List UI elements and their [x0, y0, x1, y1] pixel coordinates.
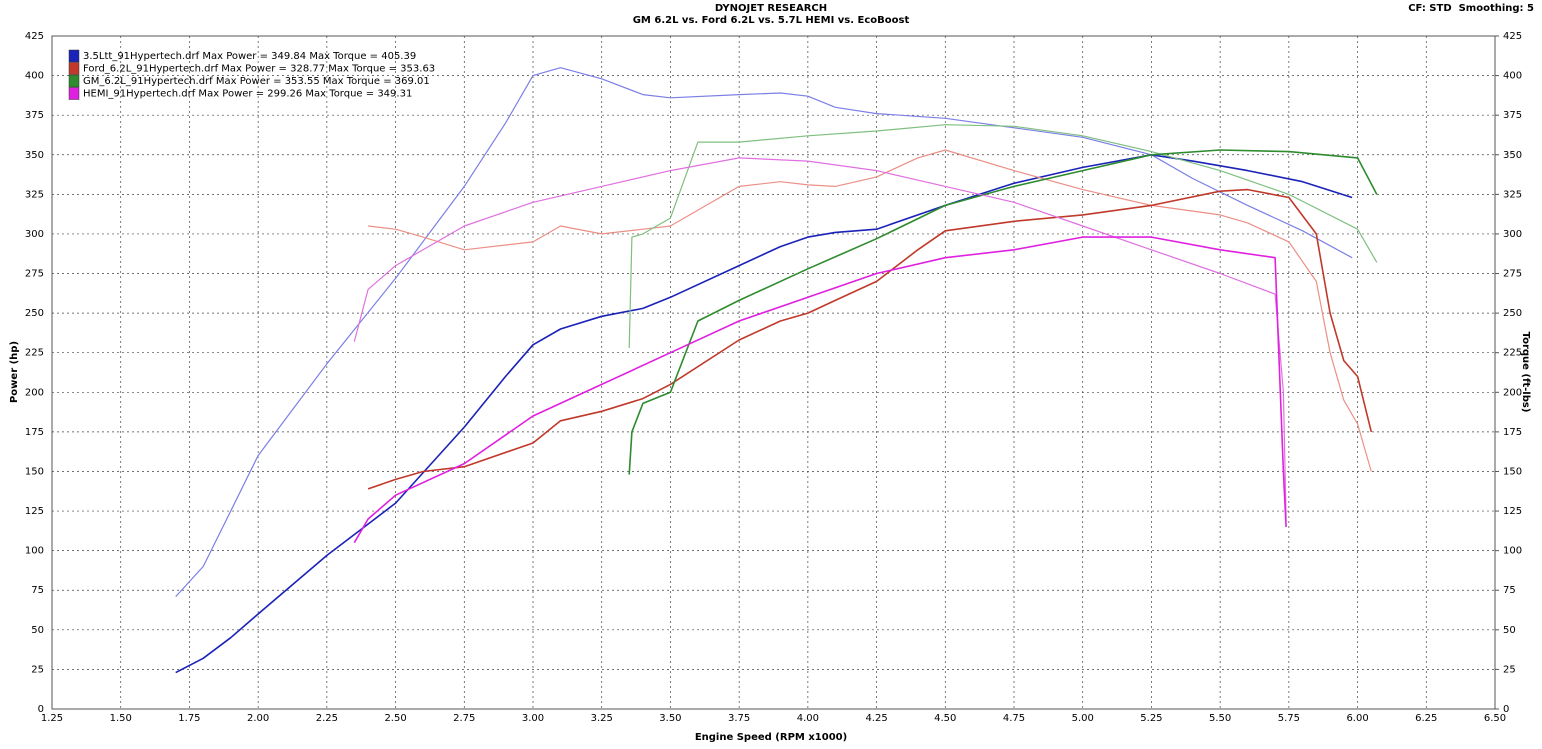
- legend-label: HEMI_91Hypertech.drf Max Power = 299.26 …: [83, 89, 412, 100]
- legend-label: 3.5Ltt_91Hypertech.drf Max Power = 349.8…: [83, 51, 416, 62]
- x-tick-label: 4.75: [1003, 713, 1025, 724]
- settings-text: CF: STD Smoothing: 5: [1408, 3, 1534, 14]
- y2-tick-label: 150: [1503, 466, 1522, 477]
- y-tick-label: 125: [25, 506, 44, 517]
- x-tick-label: 3.75: [728, 713, 750, 724]
- y-tick-label: 200: [25, 387, 44, 398]
- y2-tick-label: 275: [1503, 269, 1522, 280]
- x-tick-label: 5.25: [1140, 713, 1162, 724]
- y2-tick-label: 125: [1503, 506, 1522, 517]
- y2-tick-label: 25: [1503, 664, 1516, 675]
- torque-line: [368, 149, 1372, 472]
- x-tick-label: 2.75: [453, 713, 475, 724]
- x-axis-title: Engine Speed (RPM x1000): [695, 732, 847, 743]
- y-tick-label: 275: [25, 269, 44, 280]
- y2-tick-label: 50: [1503, 625, 1516, 636]
- x-tick-label: 1.75: [178, 713, 200, 724]
- y-tick-label: 100: [25, 546, 44, 557]
- y-tick-label: 50: [31, 625, 44, 636]
- y-tick-label: 300: [25, 229, 44, 240]
- y2-tick-label: 75: [1503, 585, 1516, 596]
- y-tick-label: 400: [25, 71, 44, 82]
- y-tick-label: 75: [31, 585, 44, 596]
- x-tick-label: 6.00: [1346, 713, 1368, 724]
- y-tick-label: 375: [25, 110, 44, 121]
- x-tick-label: 1.25: [41, 713, 63, 724]
- y-tick-label: 25: [31, 664, 44, 675]
- legend-label: GM_6.2L_91Hypertech.drf Max Power = 353.…: [83, 76, 430, 87]
- y2-tick-label: 300: [1503, 229, 1522, 240]
- legend-swatch: [68, 62, 80, 75]
- y2-tick-label: 0: [1503, 704, 1509, 715]
- y2-tick-label: 250: [1503, 308, 1522, 319]
- legend-swatch: [68, 87, 80, 100]
- x-tick-label: 5.75: [1278, 713, 1300, 724]
- y2-tick-label: 175: [1503, 427, 1522, 438]
- y-tick-label: 0: [38, 704, 44, 715]
- x-tick-label: 3.00: [522, 713, 544, 724]
- x-tick-label: 1.50: [110, 713, 132, 724]
- y2-tick-label: 400: [1503, 71, 1522, 82]
- y-tick-label: 175: [25, 427, 44, 438]
- x-tick-label: 2.25: [316, 713, 338, 724]
- x-tick-label: 4.25: [865, 713, 887, 724]
- y2-tick-label: 325: [1503, 189, 1522, 200]
- x-tick-label: 4.00: [797, 713, 819, 724]
- x-tick-label: 4.50: [934, 713, 956, 724]
- x-tick-label: 2.00: [247, 713, 269, 724]
- x-tick-label: 3.25: [591, 713, 613, 724]
- legend-label: Ford_6.2L_91Hypertech.drf Max Power = 32…: [83, 64, 435, 75]
- y-axis-title: Power (hp): [9, 341, 20, 403]
- torque-line: [175, 67, 1353, 598]
- y2-tick-label: 200: [1503, 387, 1522, 398]
- y2-tick-label: 375: [1503, 110, 1522, 121]
- legend-swatch: [68, 74, 80, 88]
- plot-area: [51, 35, 1496, 710]
- x-tick-label: 3.50: [659, 713, 681, 724]
- y2-tick-label: 350: [1503, 150, 1522, 161]
- power-line: [628, 149, 1378, 475]
- y2-tick-label: 425: [1503, 31, 1522, 42]
- power-line: [367, 188, 1373, 490]
- x-tick-label: 5.00: [1072, 713, 1094, 724]
- legend-swatch: [68, 49, 80, 63]
- y-tick-label: 250: [25, 308, 44, 319]
- y-tick-label: 325: [25, 189, 44, 200]
- chart-title: DYNOJET RESEARCH: [715, 3, 827, 14]
- x-tick-label: 6.50: [1484, 713, 1506, 724]
- power-line: [353, 236, 1287, 544]
- y2-tick-label: 100: [1503, 546, 1522, 557]
- x-tick-label: 5.50: [1209, 713, 1231, 724]
- x-tick-label: 2.50: [384, 713, 406, 724]
- y2-axis-title: Torque (ft-lbs): [1520, 332, 1531, 413]
- torque-line: [628, 124, 1378, 349]
- y-tick-label: 225: [25, 348, 44, 359]
- torque-line: [353, 157, 1287, 520]
- x-tick-label: 6.25: [1415, 713, 1437, 724]
- y-tick-label: 150: [25, 466, 44, 477]
- y2-tick-label: 225: [1503, 348, 1522, 359]
- y-tick-label: 425: [25, 31, 44, 42]
- chart-subtitle: GM 6.2L vs. Ford 6.2L vs. 5.7L HEMI vs. …: [633, 15, 910, 26]
- y-tick-label: 350: [25, 150, 44, 161]
